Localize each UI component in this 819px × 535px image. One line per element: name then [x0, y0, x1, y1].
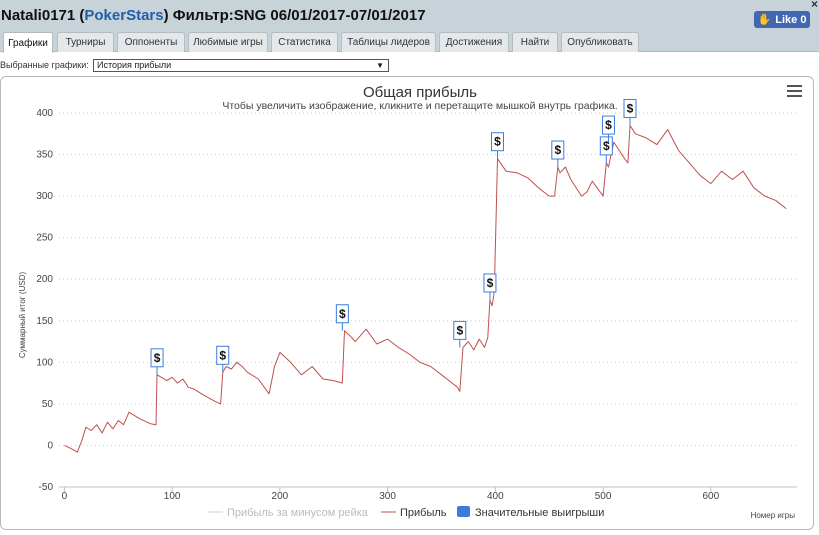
chart-subtitle: Чтобы увеличить изображение, кликните и … — [222, 100, 617, 112]
flag-label: $ — [494, 135, 501, 149]
x-tick-label: 600 — [702, 491, 719, 502]
tab-statistics[interactable]: Статистика — [271, 32, 338, 52]
legend-item-big-wins[interactable]: Значительные выигрыши — [475, 507, 604, 519]
chart-selector-label: Выбранные графики: — [0, 60, 89, 70]
big-win-flag: $ — [599, 136, 613, 163]
big-win-flag: $ — [623, 98, 637, 126]
flag-box — [623, 98, 637, 118]
site-link[interactable]: PokerStars — [84, 7, 164, 24]
flag-label: $ — [219, 348, 226, 362]
flag-label: $ — [627, 101, 634, 115]
tab-opponents[interactable]: Оппоненты — [117, 32, 185, 52]
big-wins-flags: $ $ $ $ $ $ $ $ $ $ — [150, 98, 637, 375]
y-tick-label: 200 — [36, 274, 53, 285]
x-axis-label: Номер игры — [751, 511, 796, 520]
y-tick-label: 150 — [36, 316, 53, 327]
x-tick-label: 200 — [272, 491, 289, 502]
dropdown-arrow-icon: ▼ — [376, 61, 384, 70]
flag-label: $ — [605, 118, 612, 132]
flag-box — [601, 115, 615, 135]
axes: -50 0 50 100 150 200 250 300 350 400 0 100 200 300 400… — [36, 108, 797, 502]
big-win-flag: $ — [551, 140, 565, 168]
big-win-flag: $ — [601, 115, 615, 143]
y-tick-label: 350 — [36, 150, 53, 161]
x-tick-label: 500 — [595, 491, 612, 502]
tab-charts[interactable]: Графики — [3, 32, 53, 53]
tab-tournaments[interactable]: Турниры — [57, 32, 114, 52]
flag-label: $ — [154, 351, 161, 365]
legend: Прибыль за минусом рейка Прибыль Значите… — [208, 506, 604, 519]
flag-label: $ — [339, 307, 346, 321]
profit-chart[interactable]: Общая прибыль Чтобы увеличить изображени… — [1, 77, 815, 531]
legend-item-profit[interactable]: Прибыль — [400, 507, 447, 519]
profit-line — [64, 125, 787, 453]
flag-label: $ — [487, 276, 494, 290]
big-win-flag: $ — [483, 273, 497, 300]
x-tick-label: 100 — [164, 491, 181, 502]
flag-label: $ — [554, 143, 561, 157]
big-win-flag: $ — [453, 320, 467, 348]
big-win-flag: $ — [216, 345, 230, 373]
tab-leaderboards[interactable]: Таблицы лидеров — [341, 32, 436, 52]
flag-box — [483, 273, 497, 293]
tab-bar: Графики Турниры Оппоненты Любимые игры С… — [0, 31, 819, 53]
y-axis-label: Суммарный итог (USD) — [18, 272, 27, 359]
facebook-like-button[interactable]: ✋ Like 0 — [754, 11, 810, 28]
y-tick-label: 50 — [42, 399, 54, 410]
flag-box — [490, 132, 504, 152]
grid-lines — [59, 112, 797, 488]
flag-label: $ — [456, 323, 463, 337]
y-tick-label: 100 — [36, 357, 53, 368]
legend-item-net[interactable]: Прибыль за минусом рейка — [227, 507, 369, 519]
flag-box — [551, 140, 565, 160]
y-tick-label: 250 — [36, 233, 53, 244]
legend-swatch-big-wins — [457, 506, 470, 517]
flag-box — [335, 304, 349, 324]
x-tick-label: 400 — [487, 491, 504, 502]
chart-menu-icon[interactable] — [787, 85, 802, 98]
y-tick-label: 400 — [36, 108, 53, 119]
window-header: Natali0171 (PokerStars) Фильтр:SNG 06/01… — [0, 0, 819, 31]
big-win-flag: $ — [490, 132, 504, 159]
chart-selector-row: Выбранные графики: История прибыли ▼ — [0, 58, 819, 74]
close-icon[interactable]: × — [810, 0, 818, 11]
tab-publish[interactable]: Опубликовать — [561, 32, 639, 52]
y-tick-label: 0 — [47, 440, 53, 451]
x-tick-label: 0 — [62, 491, 68, 502]
chart-title: Общая прибыль — [363, 84, 477, 101]
filter-text: Фильтр:SNG 06/01/2017-07/01/2017 — [172, 7, 426, 24]
thumbs-up-icon: ✋ — [757, 14, 772, 26]
window-title: Natali0171 (PokerStars) Фильтр:SNG 06/01… — [1, 7, 426, 24]
y-tick-label: -50 — [39, 482, 54, 493]
series-layer — [64, 125, 787, 453]
tab-achievements[interactable]: Достижения — [439, 32, 509, 52]
user-name: Natali0171 — [1, 7, 76, 24]
tab-favorite-games[interactable]: Любимые игры — [188, 32, 268, 52]
y-tick-label: 300 — [36, 191, 53, 202]
flag-label: $ — [603, 139, 610, 153]
tab-search[interactable]: Найти — [512, 32, 558, 52]
big-win-flag: $ — [150, 348, 164, 375]
flag-box — [150, 348, 164, 368]
like-label: Like 0 — [775, 13, 807, 26]
big-win-flag: $ — [335, 304, 349, 331]
flag-box — [599, 136, 613, 156]
chart-container[interactable]: Общая прибыль Чтобы увеличить изображени… — [0, 76, 814, 530]
chart-selector-dropdown[interactable]: История прибыли ▼ — [93, 59, 389, 72]
flag-box — [453, 320, 467, 340]
chart-selector-value: История прибыли — [97, 60, 172, 70]
x-tick-label: 300 — [379, 491, 396, 502]
flag-box — [216, 345, 230, 365]
